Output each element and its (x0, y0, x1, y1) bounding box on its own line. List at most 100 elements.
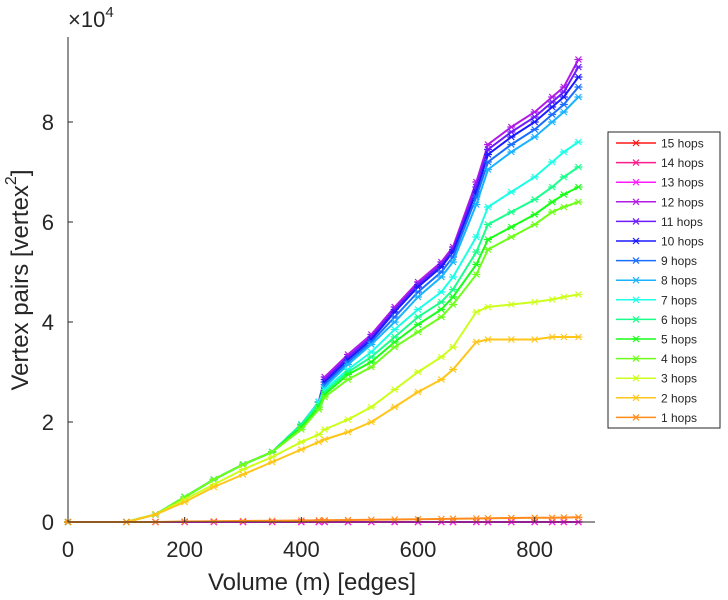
data-point (484, 151, 492, 158)
data-point (548, 333, 557, 341)
axes (67, 37, 595, 523)
y-axis-label-suffix: ] (7, 170, 34, 177)
x-axis-label: Volume (m) [edges] (208, 569, 416, 596)
data-point (414, 388, 422, 396)
data-point (344, 371, 352, 378)
y-exponent-power: 4 (105, 4, 113, 21)
data-point (180, 498, 189, 506)
data-point (530, 336, 539, 343)
data-point (530, 126, 539, 133)
data-point (559, 514, 568, 521)
legend-marker (632, 413, 640, 421)
legend-entry: 10 hops (616, 235, 704, 249)
legend-entry: 11 hops (616, 215, 703, 229)
data-point (530, 118, 539, 126)
data-point (390, 326, 399, 333)
data-point (437, 376, 446, 383)
data-point (507, 133, 516, 141)
data-point (559, 148, 568, 156)
data-point (484, 221, 492, 228)
data-point (574, 183, 583, 191)
data-point (344, 361, 352, 368)
legend-label: 13 hops (661, 176, 704, 190)
data-point (367, 403, 376, 411)
data-point (548, 111, 557, 118)
series-markers (64, 56, 583, 526)
data-point (390, 403, 399, 411)
y-tick-label: 6 (42, 210, 54, 235)
series-markers (64, 333, 583, 526)
data-point (484, 236, 492, 243)
data-point (449, 366, 457, 373)
data-point (574, 56, 583, 63)
data-point (472, 261, 481, 268)
legend-entry: 8 hops (616, 274, 697, 288)
data-point (548, 158, 557, 166)
legend-label: 11 hops (661, 215, 703, 229)
data-point (574, 73, 583, 81)
data-point (548, 183, 557, 191)
legend-entry: 3 hops (616, 372, 697, 386)
data-point (320, 393, 329, 401)
data-point (268, 448, 277, 456)
data-point (437, 288, 446, 296)
legend-marker (632, 198, 640, 206)
legend-entry: 2 hops (616, 391, 697, 405)
data-point (367, 418, 376, 426)
data-point (507, 123, 516, 131)
y-tick-label: 2 (42, 410, 54, 435)
legend-label: 8 hops (661, 274, 697, 288)
data-point (574, 513, 583, 521)
legend-marker (632, 355, 640, 363)
y-tick-label: 4 (42, 310, 54, 335)
data-point (507, 188, 516, 196)
legend-label: 3 hops (661, 372, 697, 386)
data-point (437, 313, 446, 321)
data-point (297, 438, 306, 446)
data-point (449, 515, 457, 523)
data-point (574, 163, 583, 171)
data-point (414, 368, 422, 376)
data-point (574, 291, 583, 298)
data-point (548, 296, 557, 303)
data-point (472, 201, 481, 208)
data-point (367, 363, 376, 371)
data-point (574, 93, 583, 101)
legend-marker (632, 257, 640, 265)
data-point (209, 476, 218, 483)
data-point (548, 103, 557, 111)
x-tick-label: 200 (166, 537, 203, 562)
legend-label: 12 hops (661, 195, 704, 209)
legend-entry: 5 hops (616, 333, 697, 347)
y-tick-label: 0 (42, 510, 54, 535)
data-point (548, 198, 557, 206)
ticks: 0 200 400 600 800 0 2 4 6 8 (42, 110, 553, 562)
data-point (390, 338, 399, 346)
data-point (507, 233, 516, 241)
series-line (68, 186, 579, 523)
data-point (151, 511, 160, 518)
y-axis-superscript: 2 (3, 176, 20, 185)
data-point (559, 101, 568, 108)
data-point (367, 341, 376, 348)
legend-marker (632, 296, 640, 304)
data-point (559, 173, 568, 181)
data-point (268, 458, 277, 466)
x-tick-label: 400 (283, 537, 320, 562)
legend-marker (632, 139, 640, 147)
data-point (507, 301, 516, 308)
data-point (414, 306, 422, 313)
data-point (414, 313, 422, 321)
series-line (68, 166, 579, 523)
data-point (209, 483, 218, 491)
data-point (437, 273, 446, 281)
data-point (437, 515, 446, 523)
data-point (530, 211, 539, 218)
x-tick-label: 600 (400, 537, 437, 562)
legend-marker (632, 237, 640, 245)
data-point (390, 333, 399, 341)
data-point (449, 293, 457, 301)
data-point (297, 446, 306, 453)
data-point (507, 128, 516, 136)
